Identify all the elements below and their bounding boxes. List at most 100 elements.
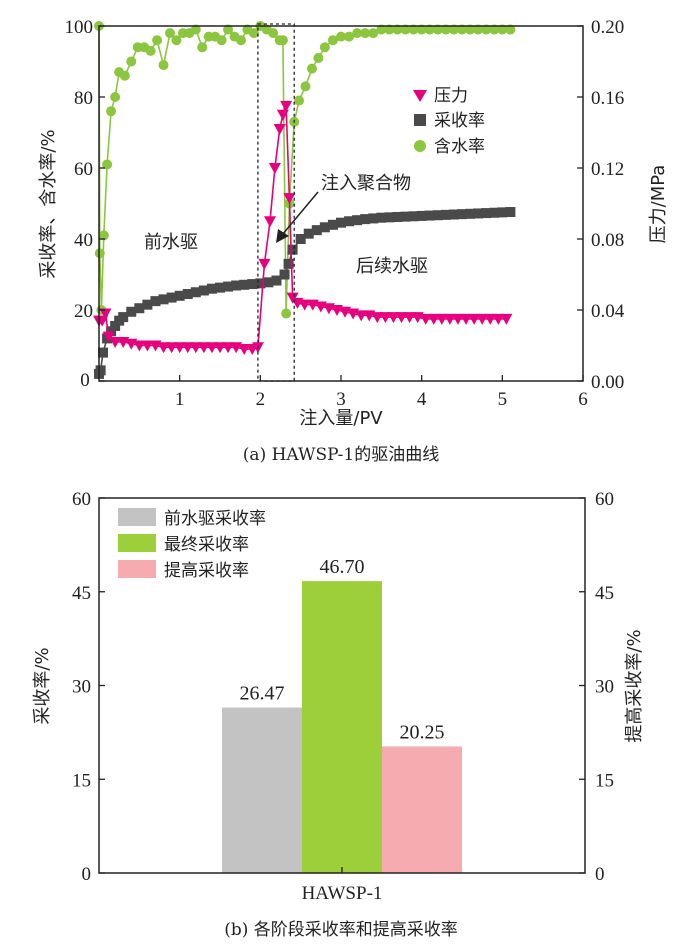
water-cut-point <box>416 24 427 35</box>
recovery-point <box>198 285 209 296</box>
panel-b-caption: (b) 各阶段采收率和提高采收率 <box>224 920 458 940</box>
recovery-point <box>505 207 516 218</box>
pressure-point <box>141 340 154 352</box>
recovery-point <box>368 213 379 224</box>
legend-label-recovery: 采收率 <box>434 111 485 131</box>
pressure-point <box>443 313 456 325</box>
water-cut-point <box>457 24 467 35</box>
recovery-point <box>239 279 250 290</box>
a-y2-tick-label: 0.20 <box>591 17 624 38</box>
panel-b-legend: 前水驱采收率 最终采收率 提高采收率 <box>118 508 266 581</box>
water-cut-point <box>384 24 395 35</box>
pressure-point <box>173 342 186 354</box>
annotation-injection: 注入聚合物 <box>321 173 411 194</box>
panel-b-axis-ticks: 0 15 30 45 60 0 15 30 45 60 <box>72 489 614 885</box>
recovery-point <box>206 283 217 294</box>
water-cut-point <box>277 35 288 46</box>
a-y-tick-label: 60 <box>74 159 93 180</box>
legend-swatch-pre-water-recovery <box>118 508 156 526</box>
water-cut-point <box>248 28 259 39</box>
recovery-point <box>311 225 322 236</box>
annotation-pre-water: 前水驱 <box>144 232 198 253</box>
recovery-point <box>432 210 443 221</box>
recovery-point <box>231 280 242 291</box>
bar-value-label-2: 20.25 <box>400 721 445 743</box>
a-x-tick-label: 2 <box>256 389 266 410</box>
water-cut-point <box>481 24 492 35</box>
recovery-point <box>465 208 476 219</box>
a-x-tick-label: 6 <box>578 389 588 410</box>
water-cut-point <box>126 56 137 67</box>
recovery-point <box>481 208 492 219</box>
water-cut-point <box>158 60 169 71</box>
pressure-point <box>214 342 226 354</box>
water-cut-point <box>465 24 476 35</box>
water-cut-point <box>505 24 516 35</box>
panel-b-y2-axis-label: 提高采收率/% <box>624 629 645 742</box>
water-cut-point <box>306 63 317 74</box>
bar-1 <box>302 581 382 873</box>
pressure-point <box>197 342 210 354</box>
b-y2-tick-label: 45 <box>595 583 614 604</box>
water-cut-point <box>368 28 379 39</box>
water-cut-point <box>392 24 403 35</box>
pressure-point <box>379 312 392 324</box>
pressure-point <box>222 342 235 354</box>
water-cut-point <box>473 24 484 35</box>
panel-a-line-chart: 1 2 3 4 5 60204060801000.000.040.080.120.160.… <box>38 17 669 465</box>
water-cut-point <box>448 24 459 35</box>
recovery-point <box>400 211 411 222</box>
recovery-point <box>255 278 266 289</box>
a-y2-tick-label: 0.08 <box>591 230 624 251</box>
pressure-point <box>468 313 481 325</box>
pressure-point <box>492 313 505 325</box>
b-y-tick-label: 0 <box>82 864 92 885</box>
recovery-point <box>182 289 193 300</box>
recovery-point <box>303 228 314 239</box>
pressure-point <box>102 331 115 343</box>
water-cut-point <box>352 28 363 39</box>
panel-b-category-label: HAWSP-1 <box>302 883 383 904</box>
recovery-point <box>106 326 117 337</box>
a-origin-label: 0 <box>80 370 90 391</box>
legend-marker-recovery <box>414 114 426 126</box>
pressure-point <box>165 342 178 354</box>
a-y2-tick-label: 0.00 <box>591 372 624 393</box>
water-cut-point <box>344 31 355 42</box>
bar-value-label-0: 26.47 <box>240 683 285 705</box>
pressure-point <box>283 193 296 205</box>
water-cut-point <box>319 42 330 53</box>
water-cut-point <box>489 24 500 35</box>
b-y-tick-label: 30 <box>72 677 91 698</box>
legend-label-enhanced-recovery: 提高采收率 <box>164 561 249 581</box>
recovery-point <box>424 210 435 221</box>
pressure-point <box>387 312 400 324</box>
water-cut-point <box>336 31 346 42</box>
pressure-point <box>99 308 112 320</box>
recovery-point <box>134 303 145 314</box>
legend-label-final-recovery: 最终采收率 <box>164 535 249 555</box>
panel-a-legend: 压力 采收率 含水率 <box>413 86 485 157</box>
recovery-point <box>223 281 234 292</box>
pressure-point <box>264 216 277 228</box>
legend-swatch-final-recovery <box>118 534 156 552</box>
a-y-tick-label: 80 <box>74 88 93 109</box>
legend-marker-water-cut <box>414 140 426 152</box>
recovery-point <box>384 212 395 223</box>
bar-2 <box>382 746 462 873</box>
panel-a-plot-area <box>93 21 516 379</box>
pressure-point <box>500 313 513 325</box>
recovery-point <box>489 207 500 218</box>
pressure-point <box>451 313 464 325</box>
a-x-tick-label: 3 <box>336 389 346 410</box>
pressure-point <box>298 299 311 311</box>
legend-marker-pressure <box>413 90 427 102</box>
recovery-point <box>118 312 129 323</box>
water-cut-point <box>327 35 338 46</box>
water-cut-point <box>164 28 175 39</box>
water-cut-point <box>440 24 451 35</box>
panel-a-caption: (a) HAWSP-1的驱油曲线 <box>243 445 439 465</box>
a-x-tick-label: 5 <box>498 389 508 410</box>
recovery-point <box>416 210 427 221</box>
a-x-tick-label: 1 <box>175 389 185 410</box>
